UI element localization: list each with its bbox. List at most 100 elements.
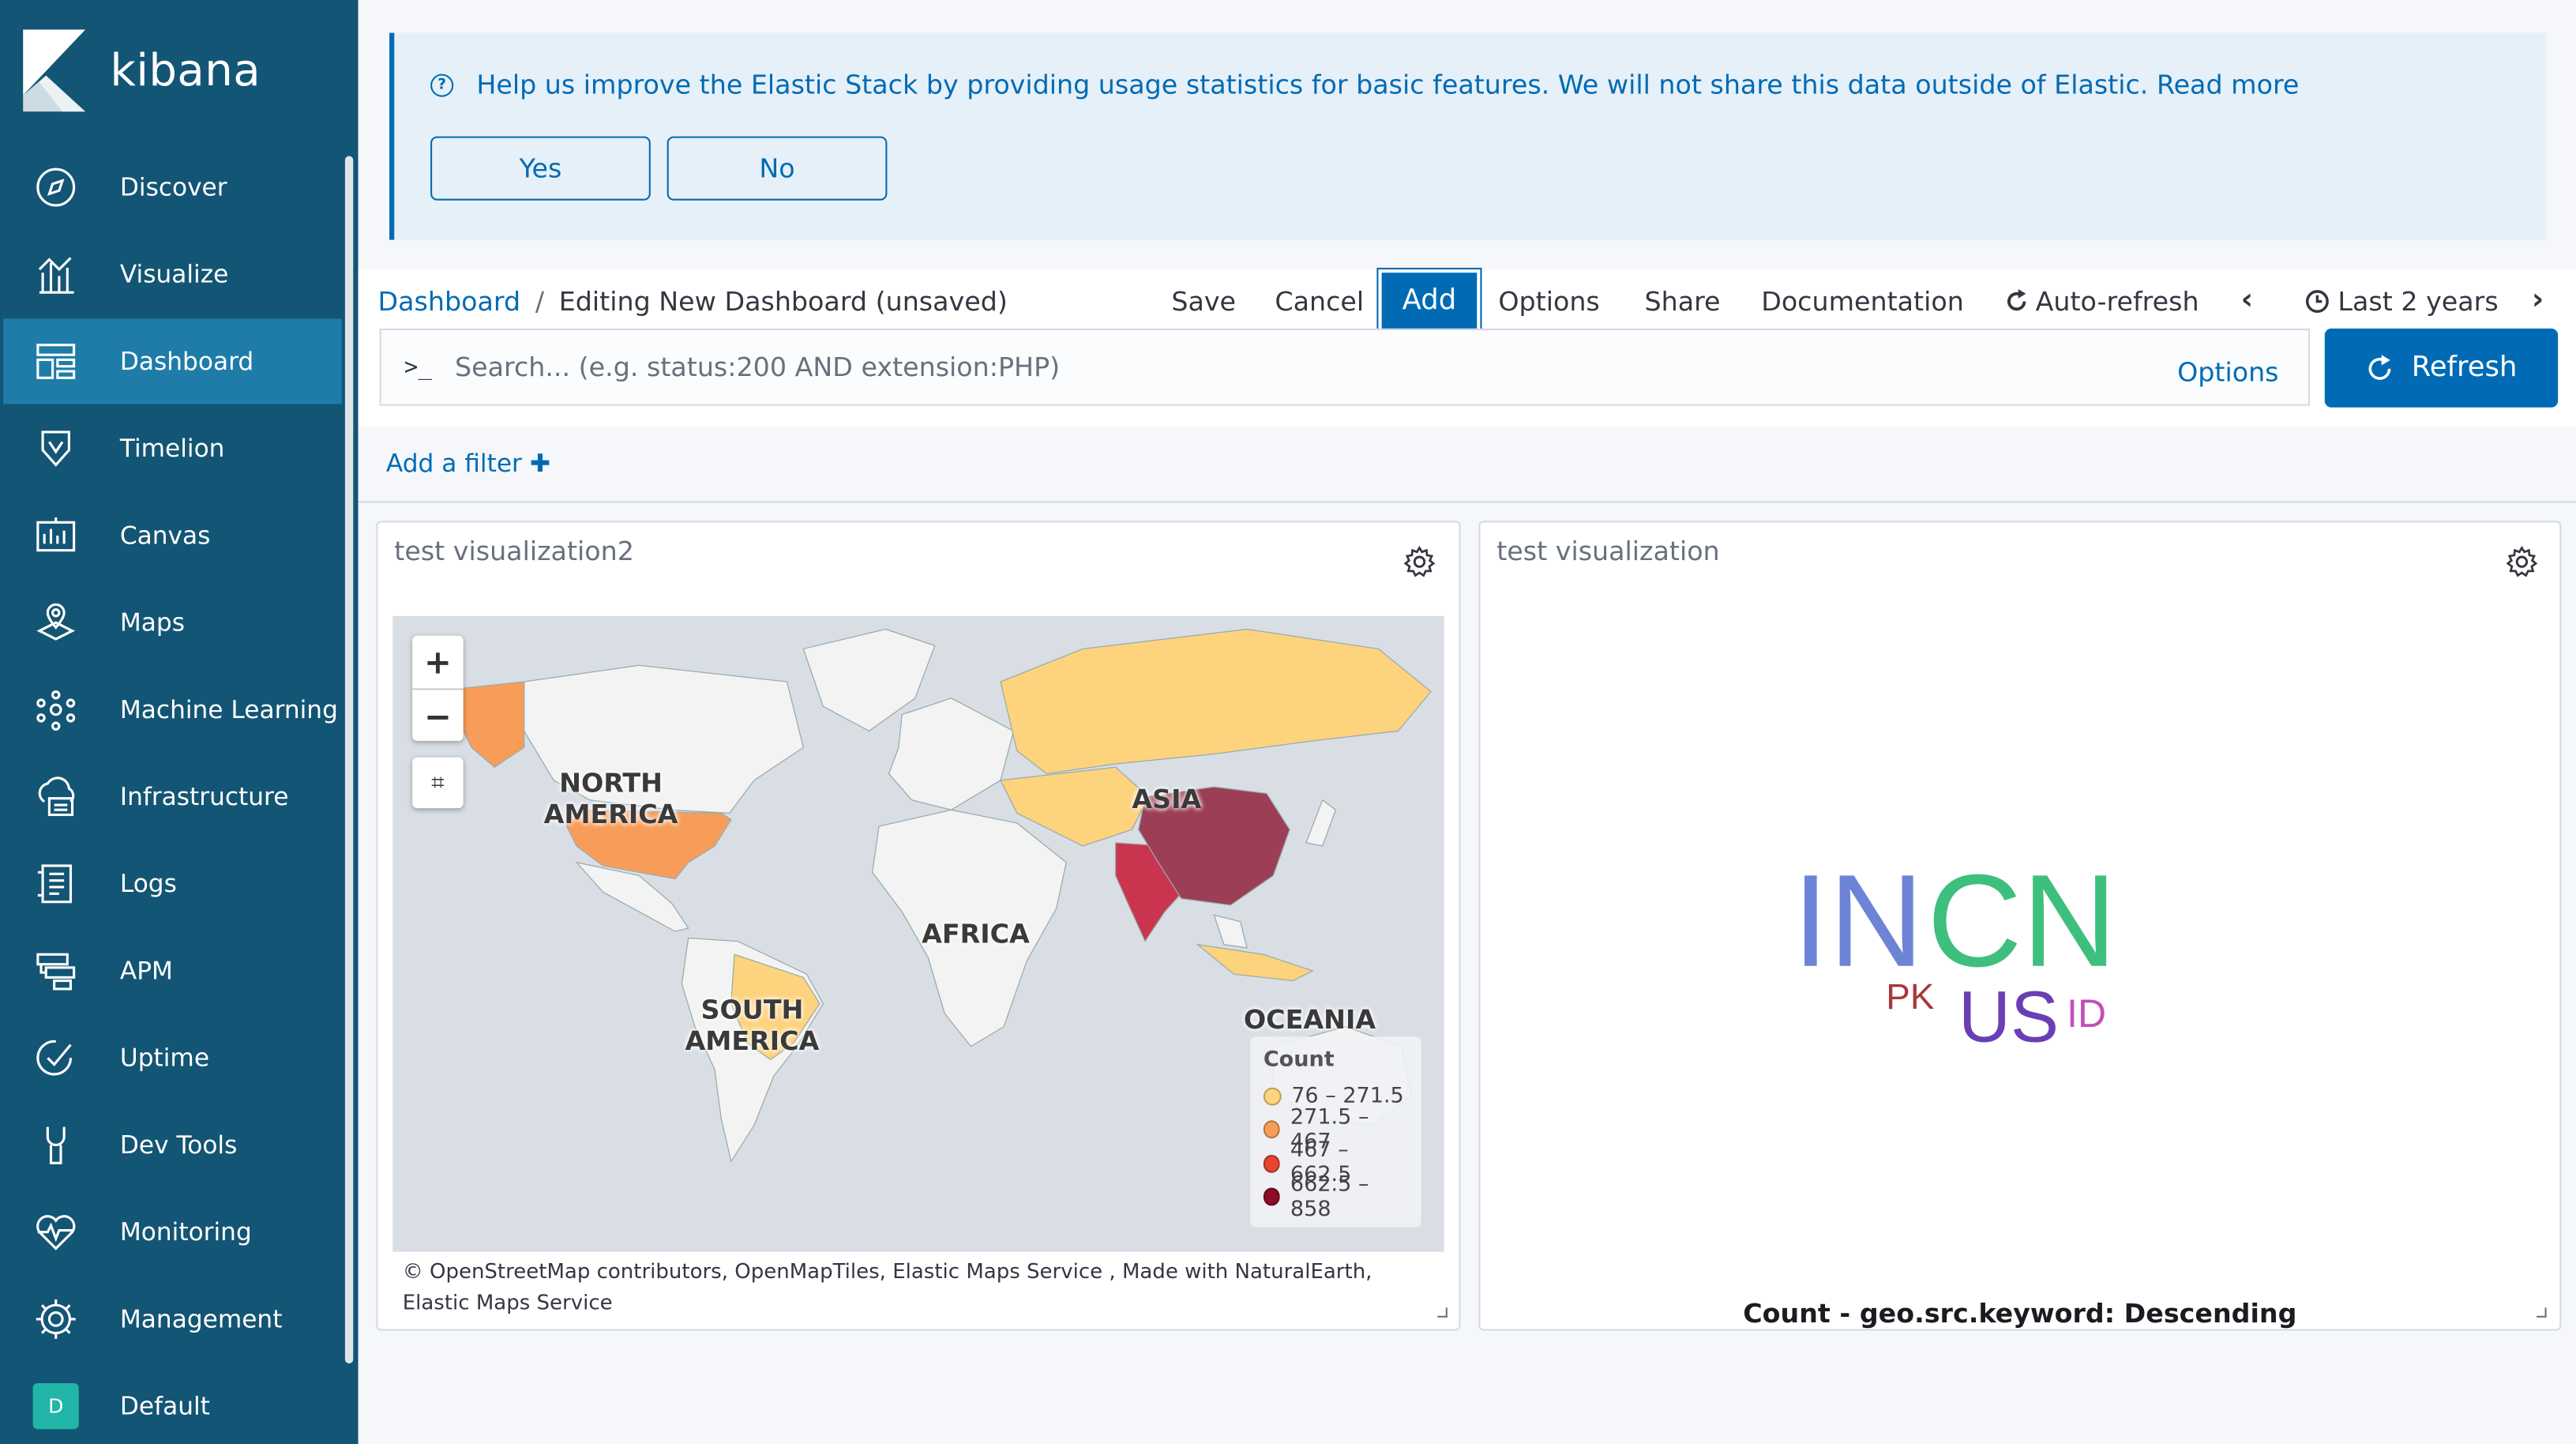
banner-message: ? Help us improve the Elastic Stack by p… — [430, 69, 2299, 100]
auto-refresh-label: Auto-refresh — [2035, 285, 2199, 318]
refresh-label: Refresh — [2411, 352, 2518, 385]
documentation-menu-item[interactable]: Documentation — [1761, 285, 1964, 318]
legend-item: 271.5 – 467 — [1263, 1105, 1408, 1154]
tag-cloud-word[interactable]: ID — [2067, 992, 2107, 1037]
compass-icon — [33, 164, 79, 210]
legend-item: 76 – 271.5 — [1263, 1079, 1408, 1113]
panel-gear-icon[interactable] — [2506, 545, 2539, 578]
sidebar-item-space-default[interactable]: D Default — [3, 1363, 342, 1444]
sidebar-item-label: Machine Learning — [119, 694, 338, 725]
zoom-in-button[interactable]: + — [423, 642, 452, 683]
time-picker[interactable]: Last 2 years — [2305, 285, 2499, 318]
sidebar-item-label: Infrastructure — [119, 781, 289, 812]
time-back-chevron-icon[interactable]: ‹ — [2240, 282, 2254, 318]
sidebar-item-dev-tools[interactable]: Dev Tools — [3, 1102, 342, 1187]
panel-gear-icon[interactable] — [1403, 545, 1436, 578]
telemetry-banner: ? Help us improve the Elastic Stack by p… — [389, 32, 2547, 240]
ml-icon — [33, 686, 79, 732]
sidebar-item-label: Maps — [119, 607, 186, 637]
sidebar-item-label: Discover — [119, 172, 227, 202]
logs-icon — [33, 861, 79, 907]
search-input[interactable]: Search... (e.g. status:200 AND extension… — [454, 352, 1061, 383]
sidebar-item-uptime[interactable]: Uptime — [3, 1015, 342, 1100]
panel-resize-handle[interactable] — [1437, 1307, 1448, 1318]
tag-cloud-word[interactable]: IN — [1792, 848, 1924, 995]
legend-label: 662.5 – 858 — [1290, 1172, 1369, 1222]
sidebar-item-maps[interactable]: Maps — [3, 580, 342, 665]
breadcrumb-dashboard-link[interactable]: Dashboard — [377, 285, 521, 318]
add-filter-label: Add a filter — [385, 448, 522, 479]
legend-label: 76 – 271.5 — [1291, 1084, 1404, 1109]
chart-icon — [33, 251, 79, 297]
tag-cloud-word[interactable]: PK — [1886, 976, 1935, 1017]
clock-icon — [2305, 290, 2329, 314]
filter-bar: Add a filter ✚ — [358, 427, 2576, 503]
sidebar-item-label: Default — [119, 1391, 210, 1421]
sidebar-item-machine-learning[interactable]: Machine Learning — [3, 667, 342, 752]
sidebar-item-label: Monitoring — [119, 1216, 252, 1247]
tag-cloud-word[interactable]: US — [1958, 977, 2060, 1059]
search-options-link[interactable]: Options — [2177, 356, 2279, 388]
region-label-africa: AFRICA — [922, 918, 1030, 950]
sidebar-item-monitoring[interactable]: Monitoring — [3, 1190, 342, 1275]
sidebar-item-dashboard[interactable]: Dashboard — [3, 318, 342, 404]
legend-label: 271.5 – 467 — [1290, 1105, 1369, 1155]
time-forward-chevron-icon[interactable]: › — [2531, 282, 2544, 318]
sidebar-scrollbar[interactable] — [344, 156, 354, 1364]
sidebar: kibana Discover Visualize Dashboard Time… — [0, 0, 359, 1444]
maps-icon — [33, 600, 79, 645]
tag-cloud-caption: Count - geo.src.keyword: Descending — [1743, 1297, 2297, 1329]
infrastructure-icon — [33, 773, 79, 819]
cancel-menu-item[interactable]: Cancel — [1275, 285, 1365, 318]
sidebar-item-logs[interactable]: Logs — [3, 841, 342, 927]
map-zoom-controls: + − — [412, 635, 464, 741]
yes-button[interactable]: Yes — [430, 136, 651, 201]
timelion-icon — [33, 426, 79, 472]
map-attribution: © OpenStreetMap contributors, OpenMapTil… — [402, 1258, 1372, 1314]
sidebar-item-label: Management — [119, 1304, 283, 1334]
legend-item: 662.5 – 858 — [1263, 1172, 1408, 1222]
map-visualization-panel: test visualization2 — [376, 521, 1461, 1331]
region-map[interactable]: + − ⌗ NORTH AMERICA SOUTH AMERICA AFRICA… — [392, 615, 1444, 1252]
tag-cloud-word[interactable]: CN — [1927, 848, 2117, 995]
query-prompt-icon: >_ — [404, 354, 432, 381]
help-icon: ? — [430, 73, 454, 96]
share-menu-item[interactable]: Share — [1644, 285, 1721, 318]
options-menu-item[interactable]: Options — [1498, 285, 1600, 318]
sidebar-item-discover[interactable]: Discover — [3, 145, 342, 230]
sidebar-item-apm[interactable]: APM — [3, 928, 342, 1013]
tag-cloud-visualization-panel: test visualization IN CN US PK ID Count … — [1478, 521, 2562, 1331]
sidebar-item-canvas[interactable]: Canvas — [3, 493, 342, 578]
kibana-logo[interactable]: kibana — [23, 29, 261, 112]
sidebar-item-infrastructure[interactable]: Infrastructure — [3, 754, 342, 840]
plus-icon: ✚ — [529, 448, 550, 479]
refresh-icon — [2007, 289, 2026, 311]
add-filter-link[interactable]: Add a filter ✚ — [386, 449, 550, 478]
sidebar-item-label: Uptime — [119, 1043, 210, 1073]
apm-icon — [33, 948, 79, 994]
no-button[interactable]: No — [667, 136, 888, 201]
sidebar-item-label: Timelion — [119, 434, 225, 464]
auto-refresh-menu-item[interactable]: Auto-refresh — [2004, 285, 2199, 318]
add-menu-item[interactable]: Add — [1376, 267, 1482, 334]
banner-text[interactable]: Help us improve the Elastic Stack by pro… — [476, 69, 2300, 100]
logo-text: kibana — [110, 45, 261, 96]
crop-icon[interactable]: ⌗ — [412, 757, 464, 809]
sidebar-item-timelion[interactable]: Timelion — [3, 406, 342, 491]
search-bar[interactable]: >_ Search... (e.g. status:200 AND extens… — [379, 328, 2311, 406]
wrench-icon — [33, 1122, 79, 1168]
region-label-asia: ASIA — [1132, 783, 1202, 815]
sidebar-item-visualize[interactable]: Visualize — [3, 231, 342, 317]
panel-title: test visualization — [1496, 535, 1720, 567]
heartbeat-icon — [33, 1209, 79, 1255]
refresh-button[interactable]: Refresh — [2324, 328, 2559, 408]
sidebar-item-label: Visualize — [119, 259, 229, 290]
breadcrumb: Dashboard / Editing New Dashboard (unsav… — [377, 286, 1007, 318]
sidebar-item-label: APM — [119, 956, 173, 986]
zoom-out-button[interactable]: − — [412, 688, 464, 741]
time-range-label: Last 2 years — [2338, 285, 2499, 318]
panel-resize-handle[interactable] — [2537, 1307, 2547, 1318]
map-legend: Count 76 – 271.5 271.5 – 467 467 – 662.5… — [1250, 1036, 1421, 1228]
save-menu-item[interactable]: Save — [1171, 285, 1237, 318]
sidebar-item-management[interactable]: Management — [3, 1277, 342, 1362]
